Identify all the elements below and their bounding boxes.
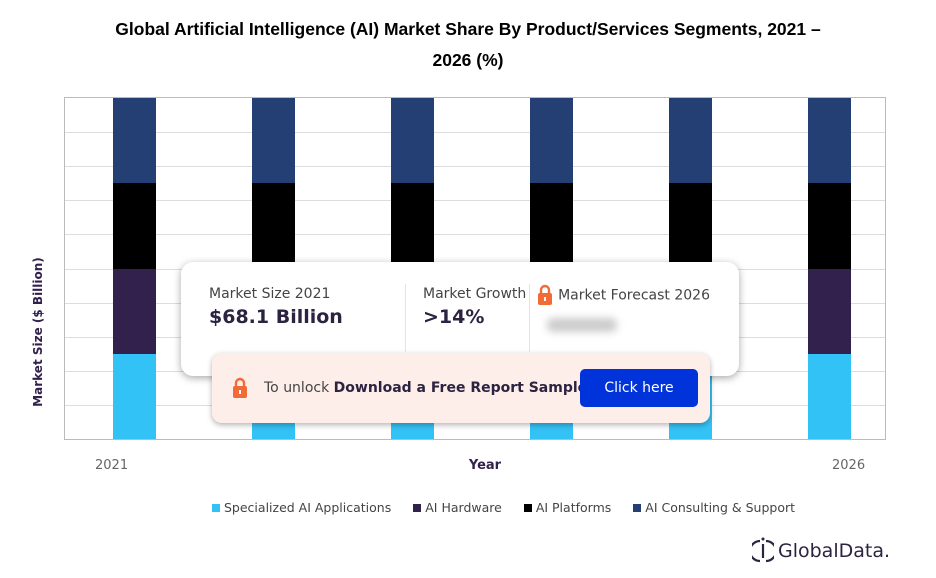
legend-label: AI Platforms <box>535 500 612 515</box>
blurred-forecast-value <box>547 318 617 332</box>
bar-segment-ai-hardware <box>808 268 851 354</box>
lock-icon <box>233 377 247 398</box>
globaldata-logo-icon <box>752 537 774 563</box>
title-line-2: 2026 (%) <box>432 50 504 70</box>
bar-segment-specialized-ai-applications <box>113 353 156 439</box>
bar-segment-specialized-ai-applications <box>808 353 851 439</box>
divider <box>529 284 530 352</box>
bar-segment-ai-consulting-support <box>113 98 156 184</box>
market-size-value: $68.1 Billion <box>209 306 343 328</box>
bar-segment-ai-platforms <box>808 183 851 269</box>
market-growth-block: Market Growth >14% <box>423 286 526 328</box>
bar-segment-ai-consulting-support <box>530 98 573 184</box>
x-tick-2021: 2021 <box>95 458 129 473</box>
legend-swatch <box>633 503 642 512</box>
market-growth-label: Market Growth <box>423 286 527 302</box>
legend-label: Specialized AI Applications <box>224 500 392 515</box>
legend-item: AI Hardware <box>413 500 502 515</box>
lock-icon <box>538 284 552 305</box>
market-forecast-label: Market Forecast 2026 <box>558 287 710 304</box>
bar-segment-ai-platforms <box>113 183 156 269</box>
bar-segment-ai-platforms <box>391 183 434 269</box>
unlock-prefix: To unlock <box>264 380 334 396</box>
unlock-text: To unlock Download a Free Report Sample <box>264 380 587 396</box>
bar-segment-ai-consulting-support <box>808 98 851 184</box>
bar-segment-ai-hardware <box>113 268 156 354</box>
market-size-label: Market Size 2021 <box>209 286 331 302</box>
legend-item: Specialized AI Applications <box>212 500 391 515</box>
bar-segment-ai-consulting-support <box>252 98 295 184</box>
click-here-button[interactable]: Click here <box>580 369 698 407</box>
legend-swatch <box>413 503 422 512</box>
unlock-banner: To unlock Download a Free Report Sample … <box>212 353 710 423</box>
download-sample-link[interactable]: Download a Free Report Sample <box>333 380 588 396</box>
x-axis-label: Year <box>468 458 502 473</box>
plot-area <box>64 97 886 440</box>
legend-label: AI Consulting & Support <box>645 500 796 515</box>
gridline <box>65 200 885 202</box>
legend-item: AI Platforms <box>523 500 612 515</box>
market-forecast-block: Market Forecast 2026 <box>537 284 710 332</box>
bar-segment-ai-platforms <box>252 183 295 269</box>
legend-item: AI Consulting & Support <box>633 500 795 515</box>
bar-segment-ai-consulting-support <box>391 98 434 184</box>
gridline <box>65 166 885 168</box>
gridline <box>65 234 885 236</box>
legend-swatch <box>212 503 220 512</box>
legend-swatch <box>523 503 532 512</box>
globaldata-logo: GlobalData. <box>752 536 890 566</box>
x-tick-2026: 2026 <box>832 458 866 473</box>
legend: Specialized AI Applications AI Hardware … <box>212 500 795 515</box>
title-line-1: Global Artificial Intelligence (AI) Mark… <box>115 19 821 39</box>
bar-segment-ai-platforms <box>530 183 573 269</box>
market-growth-value: >14% <box>423 306 485 328</box>
legend-label: AI Hardware <box>425 500 502 515</box>
logo-text: GlobalData. <box>778 540 891 562</box>
y-axis-label: Market Size ($ Billion) <box>31 257 45 407</box>
bar-segment-ai-consulting-support <box>669 98 712 184</box>
gridline <box>65 132 885 134</box>
market-size-block: Market Size 2021 $68.1 Billion <box>209 286 343 328</box>
chart-title: Global Artificial Intelligence (AI) Mark… <box>0 14 936 76</box>
divider <box>405 284 406 352</box>
bar-segment-ai-platforms <box>669 183 712 269</box>
